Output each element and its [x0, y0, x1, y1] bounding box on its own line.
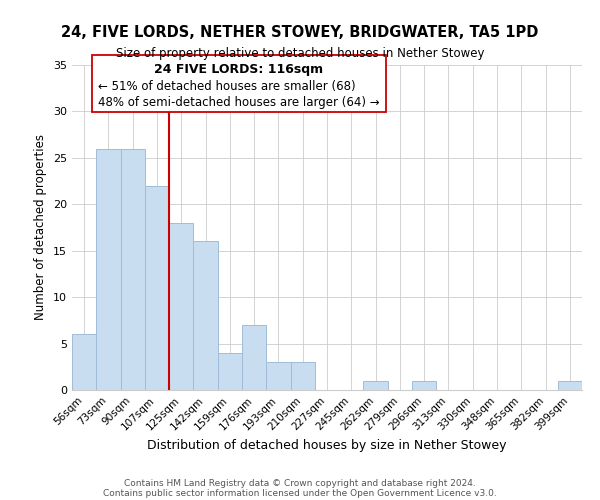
Text: Size of property relative to detached houses in Nether Stowey: Size of property relative to detached ho… — [116, 48, 484, 60]
Bar — [193, 242, 218, 390]
FancyBboxPatch shape — [92, 55, 386, 112]
Text: Contains HM Land Registry data © Crown copyright and database right 2024.: Contains HM Land Registry data © Crown c… — [124, 478, 476, 488]
Bar — [218, 353, 242, 390]
Text: 24 FIVE LORDS: 116sqm: 24 FIVE LORDS: 116sqm — [154, 64, 323, 76]
Bar — [169, 223, 193, 390]
Bar — [96, 148, 121, 390]
Bar — [364, 380, 388, 390]
Y-axis label: Number of detached properties: Number of detached properties — [34, 134, 47, 320]
Bar — [72, 334, 96, 390]
Bar — [121, 148, 145, 390]
Bar — [145, 186, 169, 390]
Text: 48% of semi-detached houses are larger (64) →: 48% of semi-detached houses are larger (… — [97, 96, 379, 109]
Bar — [242, 325, 266, 390]
Bar — [266, 362, 290, 390]
X-axis label: Distribution of detached houses by size in Nether Stowey: Distribution of detached houses by size … — [147, 438, 507, 452]
Bar — [558, 380, 582, 390]
Text: Contains public sector information licensed under the Open Government Licence v3: Contains public sector information licen… — [103, 488, 497, 498]
Bar — [412, 380, 436, 390]
Text: ← 51% of detached houses are smaller (68): ← 51% of detached houses are smaller (68… — [97, 80, 355, 92]
Text: 24, FIVE LORDS, NETHER STOWEY, BRIDGWATER, TA5 1PD: 24, FIVE LORDS, NETHER STOWEY, BRIDGWATE… — [61, 25, 539, 40]
Bar — [290, 362, 315, 390]
